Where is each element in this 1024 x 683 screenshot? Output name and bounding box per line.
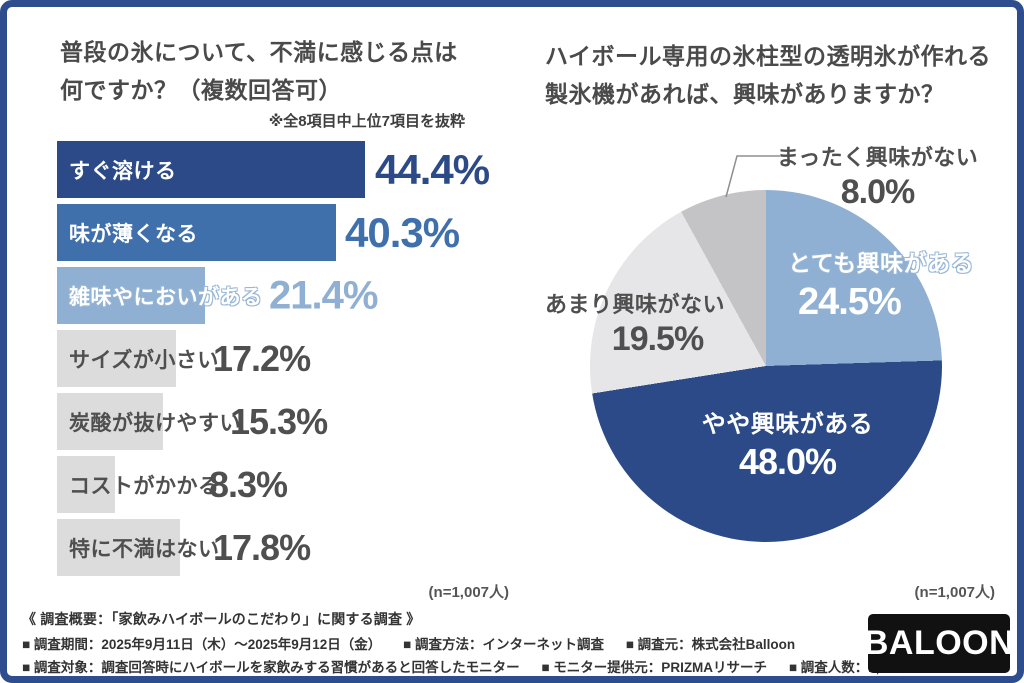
pie	[590, 190, 942, 542]
pie-slice-value: 24.5%	[798, 281, 902, 323]
pie-label-somewhat-interested: やや興味がある 48.0%	[700, 404, 875, 483]
pie-label-not-very-interested: あまり興味がない 19.5%	[545, 287, 725, 359]
survey-period: ■ 調査期間：2025年9月11日（木）～2025年9月12日（金）	[22, 637, 382, 652]
baloon-logo-text: BALOON	[863, 624, 1015, 662]
bar-chart-note: ※全8項目中上位7項目を抜粋	[268, 113, 465, 130]
pie-slice-value: 19.5%	[611, 320, 704, 358]
survey-detail-line1: ■ 調査期間：2025年9月11日（木）～2025年9月12日（金） ■ 調査方…	[22, 633, 813, 653]
bar-value: 40.3%	[345, 208, 460, 256]
survey-target: ■ 調査対象：調査回答時にハイボールを家飲みする習慣があると回答したモニター	[22, 660, 520, 675]
bar-label: サイズが小さい	[69, 348, 219, 372]
bar	[57, 204, 336, 261]
bar-row: 特に不満はない 17.8%	[57, 519, 497, 576]
survey-source: ■ 調査元：株式会社Balloon	[625, 637, 796, 652]
pie-chart-title-line2: 製氷機があれば、興味がありますか？	[545, 81, 945, 107]
pie-slice-label: まったく興味がない	[776, 145, 979, 170]
pie-slice-value: 8.0%	[840, 173, 916, 211]
bar-label: 特に不満はない	[69, 537, 220, 561]
bar-value: 17.8%	[213, 526, 311, 568]
survey-overview-heading: 《 調査概要：「家飲みハイボールのこだわり」に関する調査 》	[22, 611, 421, 627]
bar-value: 44.4%	[375, 145, 490, 193]
pie-slice-value: 48.0%	[738, 441, 837, 482]
bar-row: 味が薄くなる 40.3%	[57, 204, 497, 261]
pie-label-very-interested: とても興味がある 24.5%	[788, 244, 974, 324]
bar-value: 8.3%	[209, 463, 288, 505]
bar-value: 17.2%	[213, 337, 311, 379]
bar-value: 21.4%	[269, 273, 378, 317]
survey-detail-line2: ■ 調査対象：調査回答時にハイボールを家飲みする習慣があると回答したモニター ■…	[22, 656, 934, 676]
survey-method: ■ 調査方法：インターネット調査	[403, 637, 604, 652]
pie-chart-title-line1: ハイボール専用の氷柱型の透明氷が作れる	[545, 43, 992, 69]
bar	[57, 393, 163, 450]
pie-slice-label: とても興味がある	[788, 250, 975, 276]
pie-chart-sample-size: (n=1,007人)	[914, 584, 995, 601]
bar-row: サイズが小さい 17.2%	[57, 330, 497, 387]
pie-slice-label: やや興味がある	[701, 411, 874, 438]
bar-value: 15.3%	[230, 400, 328, 442]
bar-label: 味が薄くなる	[69, 222, 198, 246]
bar-row: コストがかかる 8.3%	[57, 456, 497, 513]
bar-row: 雑味やにおいがある 21.4%	[57, 267, 497, 324]
bar	[57, 456, 115, 513]
bar-row: 炭酸が抜けやすい 15.3%	[57, 393, 497, 450]
bar-chart-sample-size: (n=1,007人)	[428, 584, 509, 601]
bar	[57, 267, 205, 324]
bar-chart-title-line1: 普段の氷について、不満に感じる点は	[60, 39, 458, 65]
bar-chart-title: 普段の氷について、不満に感じる点は 何ですか？（複数回答可）	[60, 33, 458, 109]
bar-label: 炭酸が抜けやすい	[69, 411, 241, 435]
bar-row: すぐ溶ける 44.4%	[57, 141, 497, 198]
bar-label: 雑味やにおいがある	[69, 285, 263, 309]
survey-monitor-provider: ■ モニター提供元：PRIZMAリサーチ	[541, 660, 768, 675]
bar	[57, 330, 176, 387]
bar-chart-title-line2: 何ですか？（複数回答可）	[60, 77, 342, 103]
bar	[57, 519, 180, 576]
pie-slice-label: あまり興味がない	[545, 292, 726, 317]
pie-chart-title: ハイボール専用の氷柱型の透明氷が作れる 製氷機があれば、興味がありますか？	[545, 37, 991, 113]
baloon-logo: BALOON	[864, 614, 1014, 673]
bar	[57, 141, 365, 198]
pie-label-no-interest: まったく興味がない 8.0%	[770, 140, 985, 212]
bar-label: コストがかかる	[69, 474, 220, 498]
bar-label: すぐ溶ける	[69, 159, 177, 183]
